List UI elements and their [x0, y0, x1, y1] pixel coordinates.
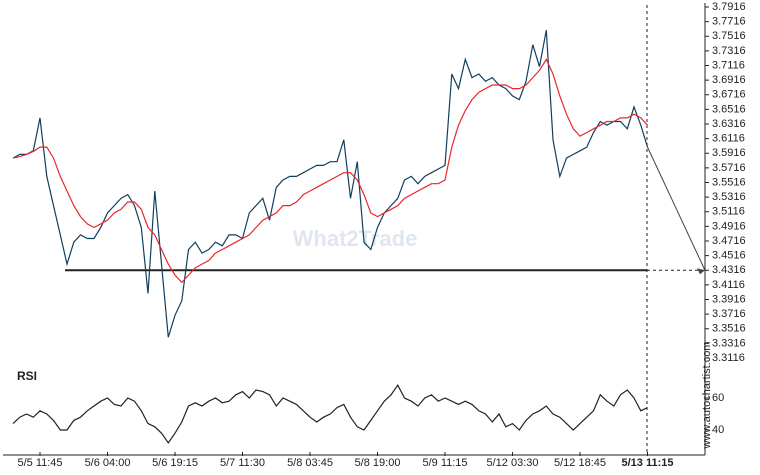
y-tick-label: 3.5116: [712, 206, 745, 218]
y-tick-label: 3.5516: [712, 176, 746, 188]
y-tick-label: 3.6516: [712, 103, 746, 115]
x-tick-label: 5/6 19:15: [152, 457, 198, 469]
x-tick-label: 5/12 18:45: [554, 457, 606, 469]
x-tick-label: 5/5 11:45: [17, 457, 62, 469]
y-tick-label: 3.3516: [712, 323, 746, 335]
y-tick-label: 3.4716: [712, 235, 746, 247]
y-tick-label: 3.7516: [712, 30, 746, 42]
y-tick-label: 3.6716: [712, 89, 746, 101]
y-tick-label: 3.4316: [712, 264, 746, 276]
y-tick-label: 3.6316: [712, 118, 746, 130]
x-tick-label: 5/8 19:00: [355, 457, 401, 469]
y-tick-label: 3.3916: [712, 293, 746, 305]
y-tick-label: 3.5716: [712, 162, 746, 174]
y-tick-label: 3.6116: [712, 133, 745, 145]
y-tick-label: 3.7316: [712, 45, 746, 57]
series-line: [12, 58, 648, 284]
projection-arrow: [647, 146, 706, 271]
y-tick-label: 60: [712, 392, 724, 404]
x-tick-label: 5/8 03:45: [287, 457, 333, 469]
x-tick-label: 5/13 11:15: [622, 457, 674, 469]
arrow-head: [697, 268, 705, 275]
y-tick-label: 3.4916: [712, 220, 746, 232]
y-tick-label: 40: [712, 424, 724, 436]
series-line: [12, 29, 649, 338]
y-tick-label: 3.4116: [712, 279, 745, 291]
y-tick-label: 3.4516: [712, 250, 746, 262]
y-tick-label: 3.7916: [712, 1, 746, 13]
y-tick-label: 3.5916: [712, 147, 746, 159]
y-tick-label: 3.3716: [712, 308, 746, 320]
y-tick-label: 3.6916: [712, 74, 746, 86]
panel-title: RSI: [17, 369, 37, 383]
y-tick-label: 3.5316: [712, 191, 746, 203]
series-line: [12, 384, 648, 444]
y-tick-label: 3.7716: [712, 16, 746, 28]
x-tick-label: 5/9 11:15: [422, 457, 467, 469]
y-tick-label: 3.3316: [712, 337, 746, 349]
x-tick-label: 5/6 04:00: [85, 457, 131, 469]
y-tick-label: 3.7116: [712, 59, 745, 71]
x-tick-label: 5/12 03:30: [487, 457, 539, 469]
watermark: What2Trade: [293, 226, 418, 251]
brand: www.autochartist.com: [701, 342, 713, 450]
x-tick-label: 5/7 11:30: [220, 457, 265, 469]
y-tick-label: 3.3116: [712, 352, 745, 364]
